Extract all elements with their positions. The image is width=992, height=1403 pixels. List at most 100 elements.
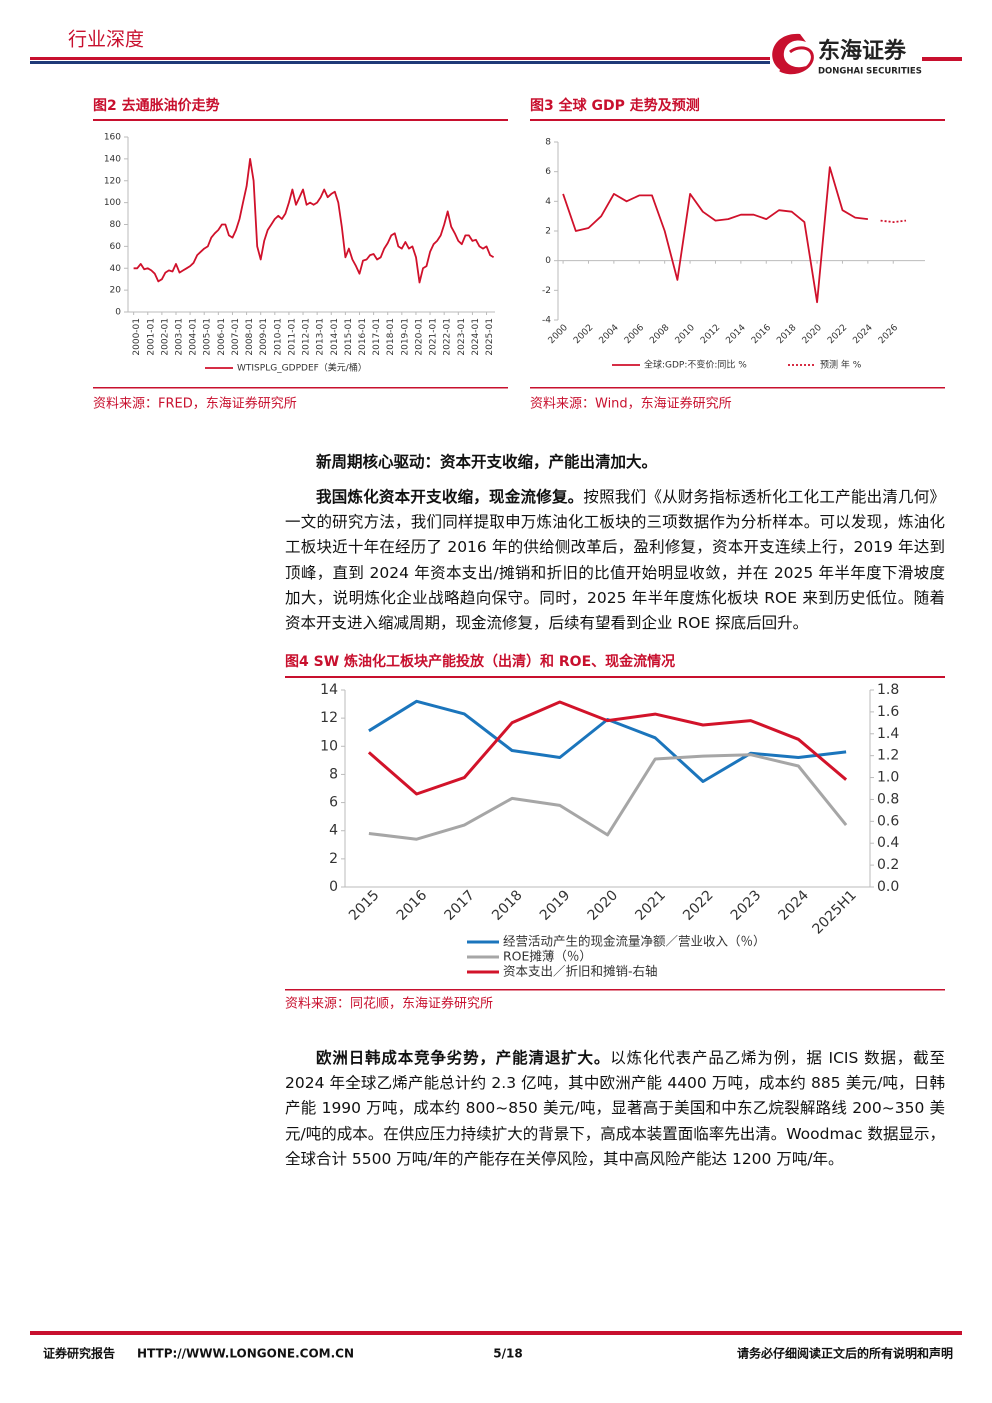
header-rule-blue (30, 61, 770, 64)
figure-title: 图3 全球 GDP 走势及预测 (530, 97, 700, 114)
series-line (368, 699, 847, 783)
x-tick-label: 2019-01 (400, 318, 410, 356)
x-tick-label: 2020-01 (414, 318, 424, 356)
figure-rule (530, 119, 945, 121)
logo-swirl (779, 46, 814, 75)
figure-title: 图2 去通胀油价走势 (93, 97, 220, 114)
series-line (368, 753, 848, 841)
figure-source: 资料来源：Wind，东海证券研究所 (530, 396, 732, 412)
y-tick-label: 8 (545, 138, 551, 148)
header-rule-red (30, 57, 770, 60)
y-tick-label: 6 (329, 795, 338, 811)
y-tick-label: -2 (542, 286, 551, 296)
x-tick-label: 2010 (674, 323, 697, 346)
paragraph: 我国炼化资本开支收缩，现金流修复。按照我们《从财务指标透析化工化工产能出清几何》… (285, 485, 945, 636)
x-tick-label: 2008 (648, 323, 671, 346)
x-tick-label: 2021-01 (429, 318, 439, 356)
paragraph: 欧洲日韩成本竞争劣势，产能清退扩大。以炼化代表产品乙烯为例，据 ICIS 数据，… (285, 1046, 945, 1172)
x-tick-label: 2022 (826, 323, 849, 346)
x-tick-label: 2016 (750, 323, 773, 346)
x-tick-label: 2026 (877, 323, 900, 346)
footer-page: 5/18 (493, 1347, 522, 1361)
legend-label: 资本支出／折旧和摊销-右轴 (503, 964, 658, 979)
x-tick-label: 2011-01 (287, 318, 297, 356)
footer-label: 证券研究报告 (43, 1346, 115, 1361)
x-tick-label: 2004-01 (189, 318, 199, 356)
x-tick-label: 2018 (775, 323, 798, 346)
y-tick-label: 120 (104, 176, 121, 186)
y-tick-label: 2 (329, 851, 338, 867)
header-section: 行业深度 (68, 29, 144, 51)
x-tick-label: 2016-01 (358, 318, 368, 356)
paragraph-body: 按照我们《从财务指标透析化工化工产能出清几何》一文的研究方法，我们同样提取申万炼… (285, 488, 945, 633)
x-tick-label: 2021 (632, 887, 669, 924)
y2-tick-label: 0.4 (877, 835, 899, 851)
x-tick-label: 2014 (724, 323, 747, 346)
x-tick-label: 2013-01 (316, 318, 326, 356)
paragraph-body: 以炼化代表产品乙烯为例，据 ICIS 数据，截至 2024 年全球乙烯产能总计约… (285, 1049, 945, 1168)
y-tick-label: 8 (329, 766, 338, 782)
y-tick-label: 2 (545, 227, 551, 237)
x-tick-label: 2005-01 (203, 318, 213, 356)
y2-tick-label: 1.0 (877, 770, 899, 786)
figure-source: 资料来源：同花顺，东海证券研究所 (285, 996, 493, 1012)
footer-disclaimer: 请务必仔细阅读正文后的所有说明和声明 (737, 1346, 953, 1361)
figure-rule (93, 387, 508, 389)
paragraph-lead: 新周期核心驱动：资本开支收缩，产能出清加大。 (316, 453, 658, 471)
legend-label: WTISPLG_GDPDEF（美元/桶） (237, 362, 367, 374)
x-tick-label: 2007-01 (231, 318, 241, 356)
x-tick-label: 2006-01 (217, 318, 227, 356)
x-tick-label: 2012 (699, 323, 722, 346)
x-tick-label: 2023-01 (457, 318, 467, 356)
x-tick-label: 2015-01 (344, 318, 354, 356)
y-tick-label: 40 (110, 264, 122, 274)
figure-rule (285, 989, 945, 991)
y-tick-label: 14 (320, 682, 338, 698)
y2-tick-label: 1.2 (877, 748, 899, 764)
x-tick-label: 2008-01 (245, 318, 255, 356)
logo-mark (772, 33, 806, 74)
figure-rule (285, 676, 945, 678)
x-tick-label: 2015 (346, 887, 383, 924)
y-tick-label: 160 (104, 133, 121, 143)
x-tick-label: 2022-01 (443, 318, 453, 356)
y2-tick-label: 0.0 (877, 879, 899, 895)
x-tick-label: 2023 (728, 887, 765, 924)
x-tick-label: 2019 (537, 887, 574, 924)
x-tick-label: 2002 (572, 323, 595, 346)
header-rule-right (922, 57, 962, 61)
x-tick-label: 2018 (489, 887, 526, 924)
series-line (562, 166, 869, 304)
y2-tick-label: 0.2 (877, 857, 899, 873)
y2-tick-label: 0.8 (877, 791, 899, 807)
y-tick-label: 4 (545, 197, 551, 207)
legend-label: 预测 年 % (820, 359, 862, 371)
x-tick-label: 2017-01 (372, 318, 382, 356)
figure-source: 资料来源：FRED，东海证券研究所 (93, 396, 297, 412)
logo: 东海证券 DONGHAI SECURITIES (772, 33, 922, 77)
legend-label: ROE摊薄（％） (503, 949, 592, 964)
y-tick-label: 0 (329, 879, 338, 895)
x-tick-label: 2024 (851, 323, 874, 346)
y-tick-label: 100 (104, 198, 121, 208)
x-tick-label: 2025H1 (810, 887, 860, 937)
figure-title: 图4 SW 炼油化工板块产能投放（出清）和 ROE、现金流情况 (285, 653, 675, 670)
x-tick-label: 2018-01 (386, 318, 396, 356)
figure-rule (93, 119, 508, 121)
x-tick-label: 2009-01 (259, 318, 269, 356)
footer-rule (30, 1331, 962, 1335)
x-tick-label: 2014-01 (330, 318, 340, 356)
x-tick-label: 2024-01 (471, 318, 481, 356)
y-tick-label: 12 (320, 710, 338, 726)
x-tick-label: 2020 (585, 887, 622, 924)
x-tick-label: 2017 (441, 887, 478, 924)
y-tick-label: 6 (545, 167, 551, 177)
x-tick-label: 2016 (394, 887, 431, 924)
x-tick-label: 2000-01 (132, 318, 142, 356)
y2-tick-label: 1.4 (877, 726, 899, 742)
y-tick-label: 60 (110, 242, 122, 252)
paragraph: 新周期核心驱动：资本开支收缩，产能出清加大。 (285, 450, 945, 475)
paragraph-lead: 我国炼化资本开支收缩，现金流修复。 (316, 488, 584, 506)
